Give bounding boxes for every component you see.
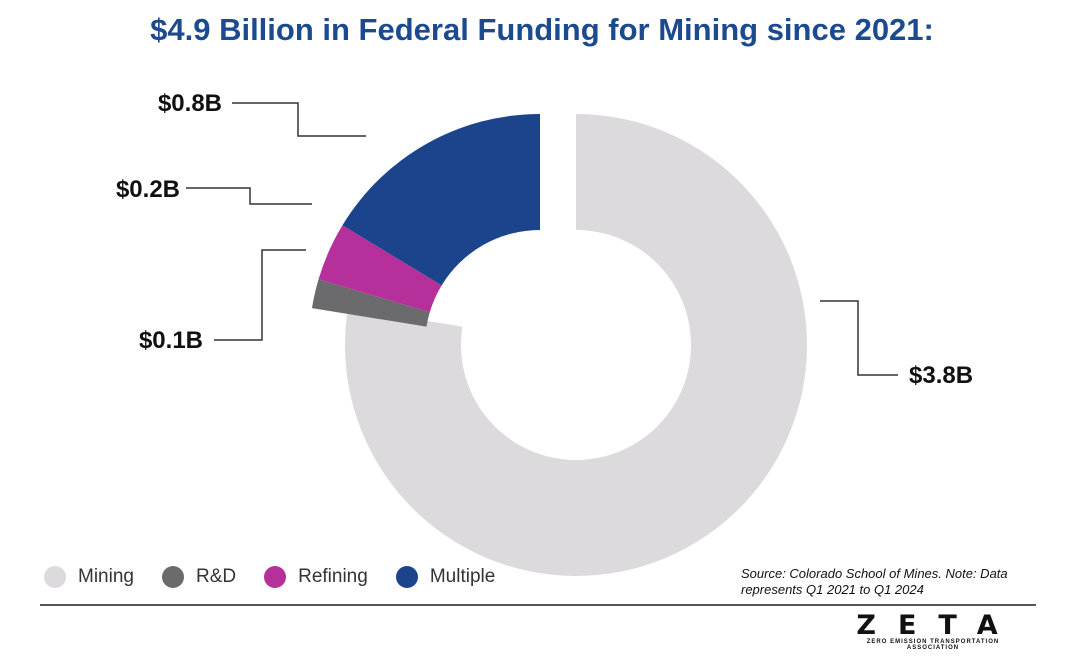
legend: Mining R&D Refining Multiple [44,566,523,588]
source-note: Source: Colorado School of Mines. Note: … [741,566,1008,597]
leader-line-refining [186,187,312,205]
legend-label-rd: R&D [195,566,237,587]
legend-item-multiple: Multiple [395,566,496,588]
footer-divider [40,604,1036,606]
donut-slice-refining [318,225,442,313]
donut-slices [311,114,807,576]
donut-slice-mining [345,114,807,576]
slice-label-rd: $0.1B [139,327,203,354]
logo-wordmark: ZETA [856,610,1020,641]
slice-label-refining: $0.2B [116,176,180,203]
donut-slice-rd [311,279,430,327]
legend-swatch-multiple [395,566,418,588]
slice-label-multiple: $0.8B [158,90,222,117]
legend-swatch-rd [161,566,184,588]
legend-item-refining: Refining [264,566,368,588]
legend-label-mining: Mining [78,566,134,587]
slice-label-mining: $3.8B [909,362,973,389]
donut-slice-multiple [342,114,540,286]
leader-line-rd [214,249,306,341]
label-leader-lines [186,102,898,376]
zeta-logo: ZETA ZERO EMISSION TRANSPORTATION ASSOCI… [843,610,1023,651]
legend-item-mining: Mining [44,566,134,588]
legend-swatch-mining [44,566,66,588]
leader-line-mining [820,300,898,376]
legend-swatch-refining [264,566,287,588]
leader-line-multiple [232,102,366,137]
legend-label-refining: Refining [298,566,368,587]
slice-labels: $3.8B $0.1B $0.2B $0.8B [116,90,973,389]
legend-item-rd: R&D [161,566,237,588]
chart-title: $4.9 Billion in Federal Funding for Mini… [150,12,934,47]
logo-tagline: ZERO EMISSION TRANSPORTATION ASSOCIATION [866,639,1000,651]
legend-label-multiple: Multiple [429,566,496,587]
